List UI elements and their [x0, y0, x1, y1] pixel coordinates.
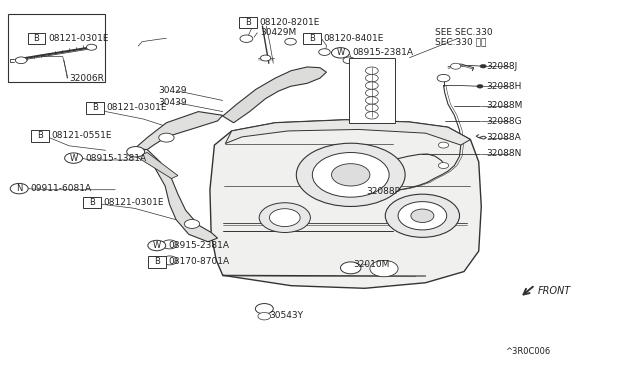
Text: 32088P: 32088P: [366, 187, 400, 196]
Circle shape: [332, 48, 349, 58]
Circle shape: [438, 142, 449, 148]
Circle shape: [162, 240, 177, 249]
Bar: [239, 17, 257, 28]
Circle shape: [319, 49, 330, 55]
Circle shape: [365, 67, 378, 74]
Circle shape: [258, 312, 271, 320]
Text: 08120-8401E: 08120-8401E: [324, 34, 384, 43]
Circle shape: [438, 163, 449, 169]
Circle shape: [10, 183, 28, 194]
Circle shape: [240, 35, 253, 42]
Text: B: B: [154, 257, 160, 266]
Text: 08120-8201E: 08120-8201E: [260, 18, 320, 27]
Circle shape: [477, 84, 483, 88]
Circle shape: [365, 104, 378, 112]
Circle shape: [385, 194, 460, 237]
Polygon shape: [210, 120, 481, 288]
Circle shape: [437, 74, 450, 82]
Circle shape: [65, 153, 83, 163]
Circle shape: [340, 262, 361, 274]
Bar: [28, 33, 45, 44]
Circle shape: [365, 82, 378, 89]
Text: SEC.330 参図: SEC.330 参図: [435, 37, 486, 46]
Text: B: B: [36, 131, 43, 140]
Text: B: B: [309, 34, 316, 43]
Circle shape: [296, 143, 405, 206]
Bar: [303, 33, 321, 44]
Circle shape: [159, 133, 174, 142]
Text: ^3R0C006: ^3R0C006: [506, 347, 551, 356]
Text: W: W: [153, 241, 161, 250]
Circle shape: [285, 38, 296, 45]
Text: 30543Y: 30543Y: [269, 311, 303, 320]
Circle shape: [365, 112, 378, 119]
Text: W: W: [337, 48, 344, 57]
Circle shape: [255, 304, 273, 314]
Bar: [8, 14, 105, 82]
Text: 30429M: 30429M: [260, 28, 296, 37]
Text: 08121-0301E: 08121-0301E: [48, 34, 109, 43]
Text: B: B: [33, 34, 40, 43]
Text: 08915-2381A: 08915-2381A: [352, 48, 413, 57]
Text: 32088A: 32088A: [486, 133, 521, 142]
Circle shape: [398, 202, 447, 230]
Circle shape: [162, 256, 177, 265]
Text: 32006R: 32006R: [69, 74, 104, 83]
Text: 09911-6081A: 09911-6081A: [31, 184, 92, 193]
Text: B: B: [245, 18, 252, 27]
Polygon shape: [134, 112, 223, 153]
Circle shape: [365, 89, 378, 97]
Circle shape: [411, 209, 434, 222]
Polygon shape: [136, 153, 178, 179]
Circle shape: [312, 153, 389, 197]
Text: FRONT: FRONT: [538, 286, 571, 296]
Circle shape: [184, 219, 200, 228]
Circle shape: [86, 44, 97, 50]
Text: SEE SEC.330: SEE SEC.330: [435, 28, 493, 37]
Circle shape: [451, 63, 461, 69]
Text: 30429: 30429: [159, 86, 188, 95]
Bar: [86, 102, 104, 113]
Text: B: B: [89, 198, 95, 207]
Text: 32088M: 32088M: [486, 101, 523, 110]
Polygon shape: [134, 149, 218, 242]
Circle shape: [260, 55, 271, 61]
Circle shape: [480, 64, 486, 68]
Circle shape: [365, 74, 378, 82]
Text: 32088N: 32088N: [486, 149, 522, 158]
Polygon shape: [223, 67, 326, 123]
Text: 32088J: 32088J: [486, 62, 518, 71]
Circle shape: [269, 209, 300, 227]
Bar: [148, 256, 166, 267]
Text: 08170-8701A: 08170-8701A: [168, 257, 230, 266]
Polygon shape: [225, 120, 470, 145]
Text: N: N: [16, 184, 22, 193]
Text: B: B: [92, 103, 98, 112]
Text: 32010M: 32010M: [353, 260, 390, 269]
Text: W: W: [70, 154, 77, 163]
Text: 32088H: 32088H: [486, 82, 522, 91]
Text: 08915-1381A: 08915-1381A: [85, 154, 147, 163]
Bar: [83, 197, 101, 208]
Circle shape: [259, 203, 310, 232]
Text: 30439: 30439: [159, 98, 188, 107]
Circle shape: [370, 260, 398, 277]
Circle shape: [15, 57, 27, 64]
Bar: [349, 58, 395, 123]
Circle shape: [365, 97, 378, 104]
Text: 08121-0301E: 08121-0301E: [106, 103, 167, 112]
Bar: [31, 130, 49, 141]
Circle shape: [148, 240, 166, 251]
Text: 08121-0301E: 08121-0301E: [104, 198, 164, 207]
Circle shape: [127, 147, 145, 157]
Text: 08121-0551E: 08121-0551E: [51, 131, 112, 140]
Circle shape: [332, 164, 370, 186]
Text: 08915-2381A: 08915-2381A: [168, 241, 229, 250]
Circle shape: [343, 57, 355, 64]
Text: 32088G: 32088G: [486, 117, 522, 126]
